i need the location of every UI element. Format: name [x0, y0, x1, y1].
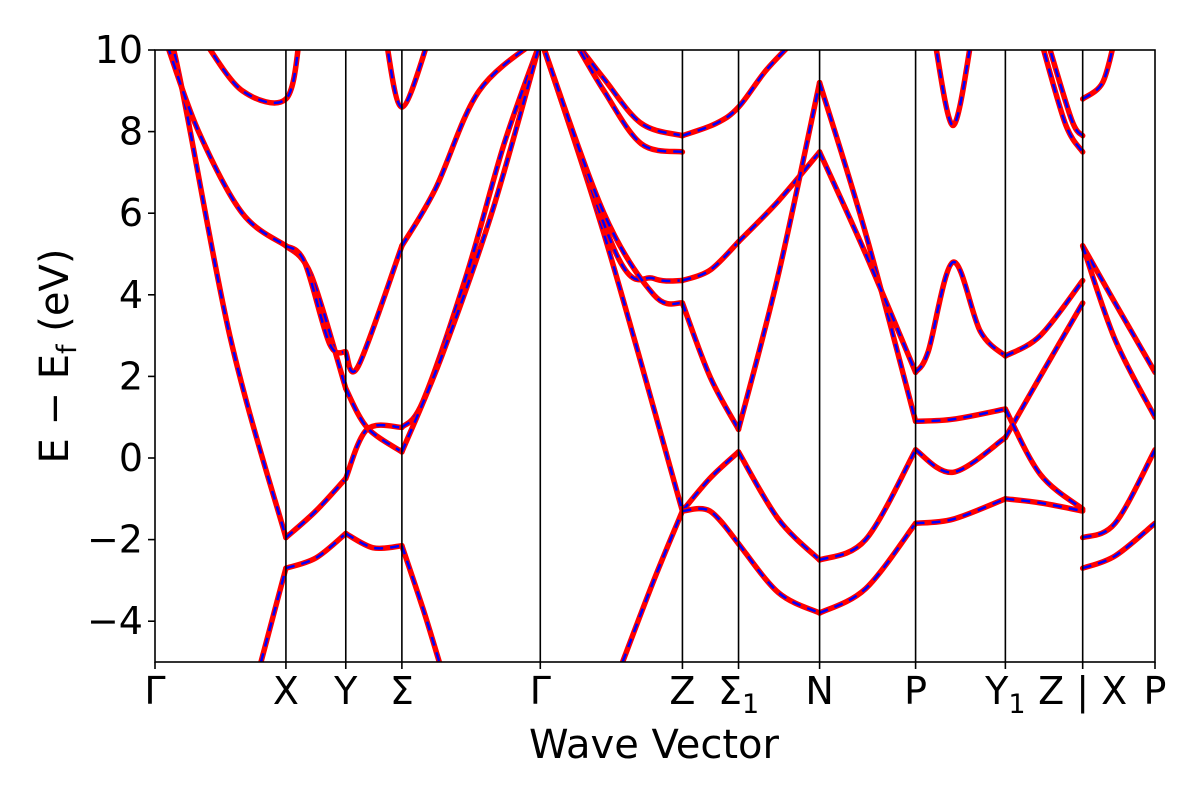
band-curve-fit-45 [1042, 50, 1084, 153]
band-curve-fit-42 [1005, 497, 1083, 513]
x-tick-label: N [805, 669, 833, 713]
band-curve-fit-12 [285, 244, 347, 355]
x-tick-label: Σ [390, 669, 414, 713]
band-curve-dft-50 [1079, 520, 1155, 571]
band-curve-fit-11 [400, 50, 540, 453]
y-axis-label-main: E − E [32, 354, 78, 464]
x-axis-label: Wave Vector [529, 722, 780, 768]
band-curve-fit-31 [682, 507, 740, 545]
band-curve-dft-18 [541, 50, 686, 284]
y-tick-label: 6 [119, 191, 143, 235]
band-curve-dft-15 [207, 50, 301, 106]
band-curve-dft-14 [399, 50, 529, 249]
band-curve-fit-6 [345, 532, 403, 550]
band-curve-fit-14 [400, 50, 526, 247]
band-curve-fit-4 [259, 567, 288, 662]
band-curve-fit-34 [818, 82, 917, 422]
band-curve-fit-27 [621, 510, 684, 662]
kpoint-lines [285, 50, 1084, 662]
band-curve-fit-3 [400, 50, 539, 429]
band-curve-fit-43 [1004, 408, 1084, 510]
band-curve-fit-50 [1082, 522, 1155, 570]
y-tick-label: 10 [95, 28, 143, 72]
band-curve-fit-38 [915, 407, 1006, 423]
band-curve-dft-23 [735, 79, 823, 433]
x-tick-label: Γ [144, 669, 165, 713]
band-curve-fit-47 [1081, 245, 1155, 373]
y-tick-label: −4 [87, 599, 143, 643]
x-axis-ticks: Γ X Y Σ Γ Z Σ1 N P Y1 Z | X P [144, 662, 1166, 720]
band-curve-dft-32 [735, 540, 823, 616]
band-curve-fit-0 [172, 50, 288, 538]
y-tick-label: 2 [119, 354, 143, 398]
band-curve-dft-37 [912, 434, 1009, 476]
band-curve-dft-38 [912, 406, 1009, 425]
y-tick-label: 0 [119, 436, 143, 480]
y-tick-label: −2 [87, 518, 143, 562]
band-curve-fit-32 [737, 542, 821, 615]
band-curve-dft-13 [343, 243, 405, 375]
band-curve-dft-29 [735, 449, 823, 563]
plot-frame [154, 49, 1156, 663]
band-curve-fit-48 [1081, 245, 1155, 418]
band-curve-fit-25 [578, 50, 683, 154]
y-tick-label: 8 [119, 110, 143, 154]
band-curve-fit-8 [167, 50, 287, 247]
band-curve-dft-9 [283, 243, 349, 392]
band-curve-dft-5 [283, 530, 349, 571]
band-curve-fit-5 [285, 532, 347, 570]
band-curve-fit-21 [543, 50, 683, 306]
x-tick-label: Σ1 [718, 669, 759, 720]
band-curve-fit-36 [914, 260, 1007, 374]
band-curves [166, 50, 1155, 662]
band-curve-dft-36 [912, 259, 1009, 376]
y-axis-label-unit: (eV) [32, 249, 78, 345]
band-curve-fit-29 [737, 451, 821, 561]
band-curve-dft-26 [679, 50, 789, 139]
band-curve-dft-43 [1002, 406, 1086, 512]
band-curve-dft-41 [912, 496, 1009, 527]
x-tick-label: Y [333, 669, 358, 713]
band-curve-fit-24 [580, 50, 683, 137]
band-curve-dft-24 [578, 50, 686, 139]
band-curve-dft-19 [679, 239, 742, 284]
band-curve-dft-51 [1079, 50, 1116, 102]
band-curve-fit-19 [681, 240, 740, 282]
x-tick-label: Z | X [1038, 669, 1127, 714]
y-tick-label: 4 [119, 273, 143, 317]
band-curve-fit-39 [1004, 279, 1084, 358]
band-curve-fit-46 [1048, 50, 1084, 137]
band-curve-dft-10 [343, 385, 405, 455]
band-curve-dft-48 [1079, 243, 1155, 420]
x-tick-label: Y1 [984, 669, 1025, 720]
band-curve-fit-10 [344, 388, 403, 453]
band-curve-dft-44 [933, 50, 973, 129]
band-curve-fit-22 [681, 302, 740, 430]
band-curve-fit-33 [819, 522, 917, 615]
x-tick-label: X [273, 669, 299, 713]
y-axis-label-subscript: f [52, 343, 83, 354]
y-axis-label: E − Ef (eV) [32, 249, 83, 464]
band-curve-fit-23 [737, 82, 821, 430]
band-curve-dft-20 [735, 149, 823, 245]
band-curve-fit-13 [344, 245, 404, 374]
band-curve-dft-28 [679, 449, 742, 514]
band-curve-fit-41 [915, 497, 1006, 525]
band-curve-dft-31 [679, 505, 742, 547]
x-tick-label: Γ [530, 669, 551, 713]
band-curve-fit-26 [681, 50, 787, 137]
band-curve-fit-1 [285, 477, 347, 539]
band-curve-dft-49 [1079, 447, 1155, 541]
band-curve-fit-49 [1082, 449, 1155, 539]
y-axis-ticks: −4 −2 0 2 4 6 8 10 [87, 28, 155, 643]
band-curve-fit-35 [818, 151, 917, 373]
band-curve-dft-22 [679, 300, 742, 433]
x-tick-label: P [904, 669, 927, 713]
band-curve-fit-30 [819, 449, 917, 562]
band-curve-fit-7 [400, 545, 441, 662]
band-curve-fit-51 [1081, 50, 1114, 101]
x-tick-label: Z [669, 669, 695, 713]
x-tick-label: P [1144, 669, 1167, 713]
